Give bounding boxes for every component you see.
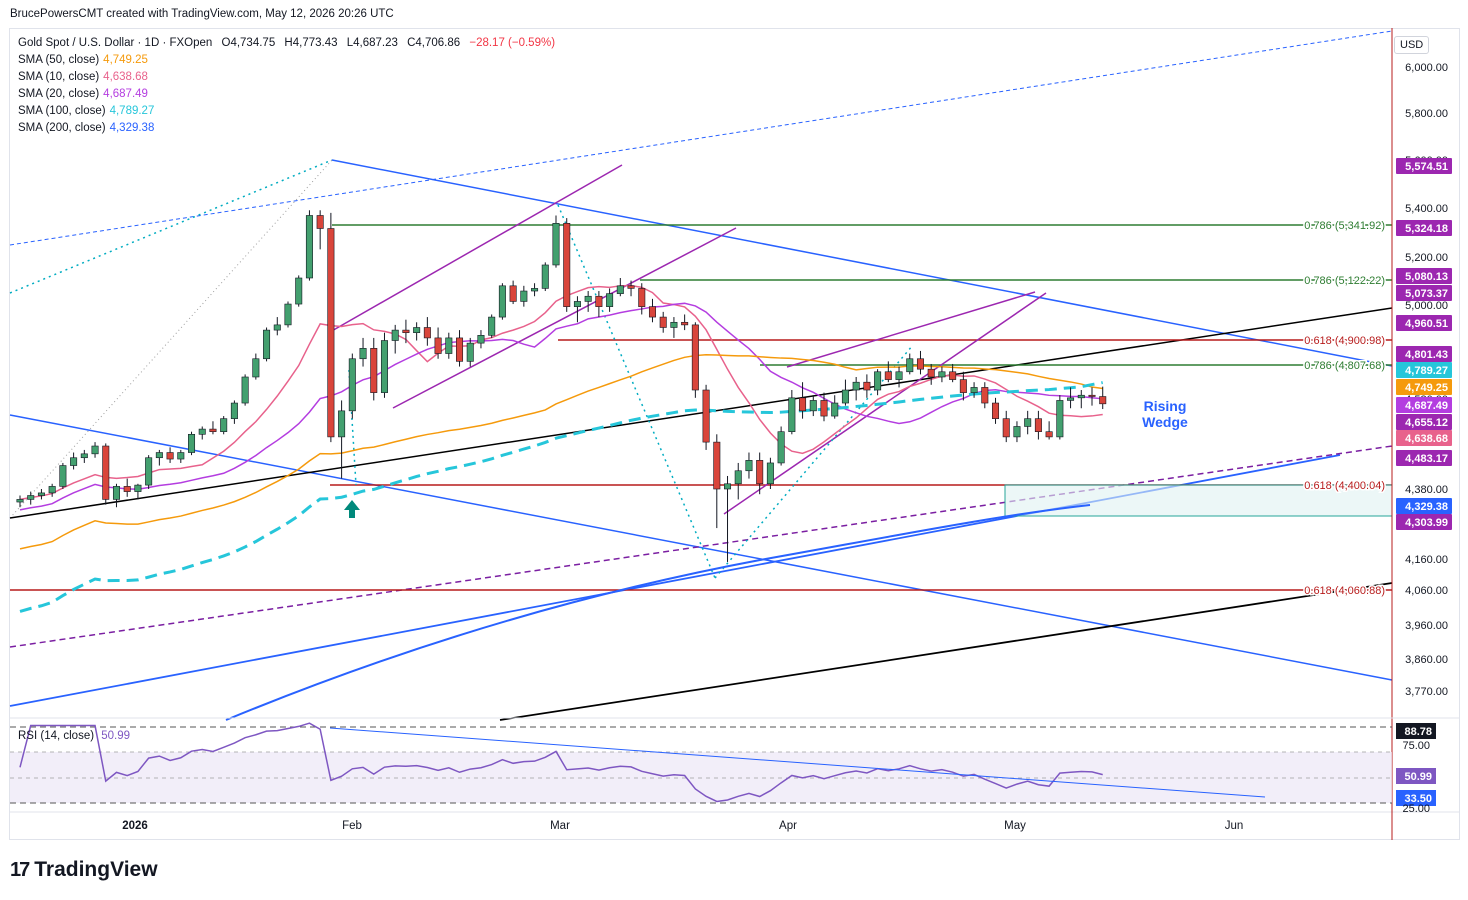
open-value: O4,734.75	[221, 37, 276, 49]
indicator-sma50[interactable]: SMA (50, close) 4,749.25	[18, 52, 555, 69]
rsi-label: RSI (14, close)	[18, 730, 95, 742]
indicator-value: 4,329.38	[109, 122, 155, 134]
indicator-value: 4,687.49	[103, 88, 148, 100]
indicator-sma100[interactable]: SMA (100, close) 4,789.27	[18, 103, 555, 120]
chart-legend: Gold Spot / U.S. Dollar · 1D · FXOpen O4…	[18, 35, 555, 137]
indicator-label: SMA (10, close)	[18, 71, 100, 83]
indicator-value: 4,638.68	[103, 71, 148, 83]
indicator-label: SMA (100, close)	[18, 105, 106, 117]
indicator-value: 4,749.25	[103, 54, 148, 66]
indicator-sma20[interactable]: SMA (20, close) 4,687.49	[18, 86, 555, 103]
indicator-label: SMA (200, close)	[18, 122, 106, 134]
symbol-title[interactable]: Gold Spot / U.S. Dollar · 1D · FXOpen	[18, 37, 213, 49]
symbol-row: Gold Spot / U.S. Dollar · 1D · FXOpen O4…	[18, 35, 555, 52]
low-value: L4,687.23	[346, 37, 398, 49]
indicator-value: 4,789.27	[109, 105, 155, 117]
indicator-label: SMA (20, close)	[18, 88, 100, 100]
currency-button[interactable]: USD	[1394, 36, 1430, 54]
close-value: C4,706.86	[407, 37, 461, 49]
chart-frame	[9, 28, 1460, 840]
rsi-value: 50.99	[101, 730, 131, 742]
change-value: −28.17 (−0.59%)	[469, 37, 556, 49]
rsi-legend[interactable]: RSI (14, close) 50.99	[18, 730, 130, 742]
author-line: BrucePowersCMT created with TradingView.…	[10, 8, 394, 20]
indicator-label: SMA (50, close)	[18, 54, 100, 66]
high-value: H4,773.43	[284, 37, 338, 49]
tradingview-logo[interactable]: 17 TradingView	[10, 858, 158, 882]
brand-name: TradingView	[34, 858, 158, 881]
indicator-sma200[interactable]: SMA (200, close) 4,329.38	[18, 120, 555, 137]
tv-logo-icon: 17	[10, 858, 30, 881]
indicator-sma10[interactable]: SMA (10, close) 4,638.68	[18, 69, 555, 86]
